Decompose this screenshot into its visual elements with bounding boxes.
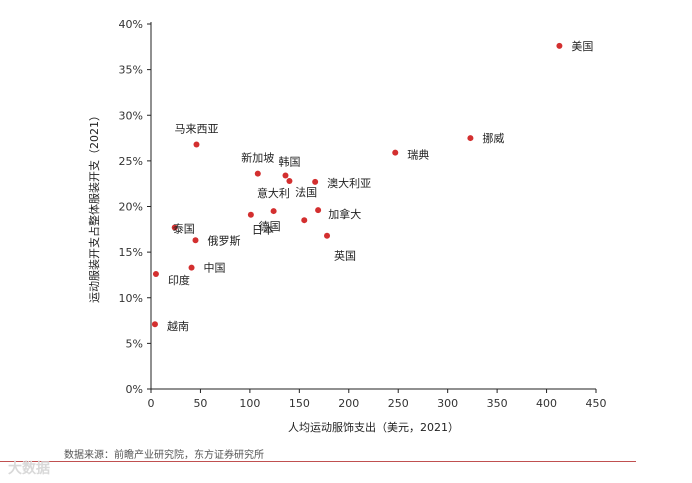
data-point [556, 42, 563, 49]
point-label: 德国 [259, 219, 281, 233]
y-tick-label: 30% [119, 109, 143, 122]
point-label: 意大利 [257, 186, 290, 200]
footer-divider [0, 461, 636, 462]
data-point [193, 141, 200, 148]
y-tick-label: 25% [119, 155, 143, 168]
x-tick-label: 50 [193, 397, 207, 410]
data-point [324, 232, 331, 239]
data-point [192, 237, 199, 244]
point-label: 韩国 [278, 154, 300, 168]
data-point [312, 178, 319, 185]
x-tick-label: 400 [536, 397, 557, 410]
data-point [467, 135, 474, 142]
source-note: 数据来源：前瞻产业研究院，东方证券研究所 [64, 450, 264, 461]
x-axis-title: 人均运动服饰支出（美元，2021） [288, 420, 459, 434]
data-point [247, 211, 254, 218]
point-label: 澳大利亚 [327, 176, 371, 190]
scatter-chart: 0% 5% 10% 15% 20% 25% 30% 35% 40% 0 50 100 150 200 25… [87, 18, 607, 434]
y-tick-label: 35% [119, 64, 143, 77]
y-tick-label: 40% [119, 18, 143, 31]
y-tick-label: 20% [119, 201, 143, 214]
y-tick-label: 0% [126, 383, 143, 396]
point-label: 印度 [168, 273, 190, 287]
data-point [188, 264, 195, 271]
data-point [286, 177, 293, 184]
x-tick-label: 100 [239, 397, 260, 410]
point-label: 新加坡 [241, 151, 274, 165]
x-tick-label: 0 [148, 397, 155, 410]
x-tick-label: 250 [388, 397, 409, 410]
y-tick-label: 10% [119, 292, 143, 305]
data-point [151, 321, 158, 328]
point-label: 日本 [252, 223, 274, 237]
data-point [270, 208, 277, 215]
y-tick-label: 5% [126, 337, 143, 350]
point-label: 瑞典 [407, 148, 429, 162]
point-label: 中国 [204, 262, 226, 275]
point-label: 加拿大 [328, 207, 361, 221]
watermark: 大数据 [8, 461, 50, 477]
point-label: 挪威 [482, 131, 504, 145]
y-tick-label: 15% [119, 246, 143, 259]
x-tick-label: 450 [586, 397, 607, 410]
data-point [171, 224, 178, 231]
data-points [151, 42, 563, 328]
x-tick-labels: 0 50 100 150 200 250 300 350 400 450 [148, 397, 607, 410]
point-label: 马来西亚 [174, 122, 218, 135]
x-tick-label: 150 [289, 397, 310, 410]
point-label: 泰国 [173, 221, 195, 235]
data-point [254, 170, 261, 177]
data-point [301, 217, 308, 224]
point-label: 俄罗斯 [208, 234, 241, 247]
data-point [392, 149, 399, 156]
data-point [152, 271, 159, 278]
y-tick-labels: 0% 5% 10% 15% 20% 25% 30% 35% 40% [119, 18, 143, 396]
x-tick-label: 300 [437, 397, 458, 410]
x-tick-label: 200 [338, 397, 359, 410]
point-label: 英国 [334, 249, 356, 263]
x-tick-label: 350 [487, 397, 508, 410]
y-axis-title: 运动服装开支占整体服装开支（2021） [87, 110, 101, 303]
point-label: 法国 [295, 185, 317, 199]
point-label: 美国 [571, 40, 593, 53]
axes [147, 22, 597, 393]
data-point [315, 207, 322, 214]
point-label: 越南 [167, 319, 189, 333]
data-point [282, 172, 289, 179]
